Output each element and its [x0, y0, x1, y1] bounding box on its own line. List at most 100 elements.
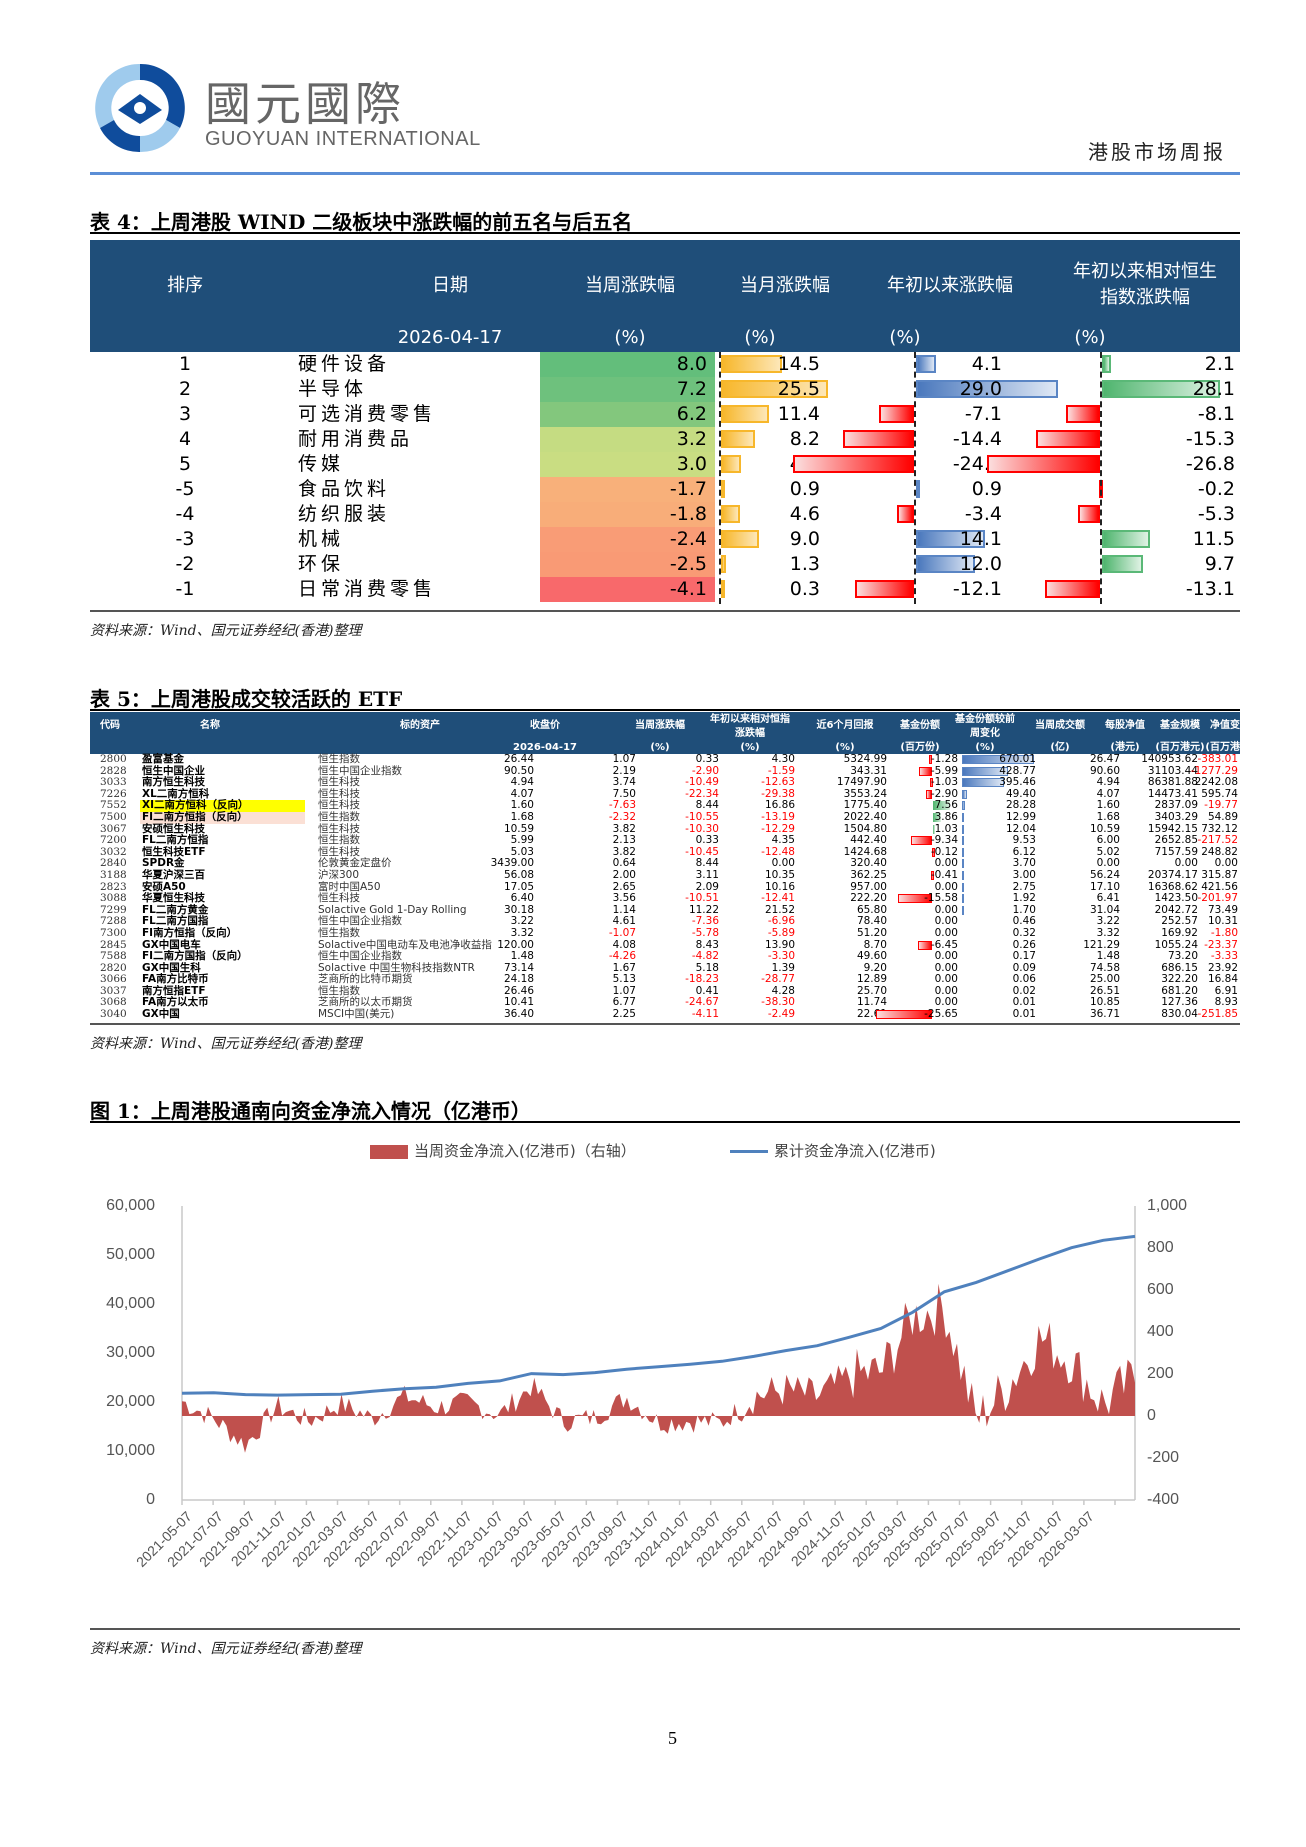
etf-close: 56.08: [503, 868, 534, 881]
sector-name-cell: 传媒: [298, 453, 345, 475]
etf-code: 7200: [100, 834, 127, 847]
etf-name: FA南方比特币: [142, 973, 209, 986]
etf-row: 7200 FL二南方恒指 恒生指数 5.99 2.13 0.33 4.35 442.40 -9.…: [90, 835, 1240, 847]
month-zero-axis: [719, 352, 721, 604]
etf-rel-change: 8.43: [695, 938, 719, 951]
col-m6: 近6个月回报: [816, 720, 874, 731]
table4: 排序 日期 2026-04-17 当周涨跌幅 (%) 当月涨跌幅 (%) 年初以…: [90, 240, 1240, 602]
col-shares: 基金份额: [900, 720, 940, 731]
share-change-databar: [931, 870, 935, 880]
etf-close: 6.40: [510, 892, 534, 905]
rel-change-cell: -15.3: [1185, 428, 1235, 450]
etf-row: 7588 FI二南方国指（反向） 恒生中国企业指数 1.48 -4.26 -4.82 -3.…: [90, 950, 1240, 963]
etf-nav-change: -201.97: [1197, 892, 1238, 905]
col-rel-sub: (%): [740, 742, 760, 753]
legend-line-swatch-icon: [730, 1150, 768, 1153]
etf-underlying: 恒生科技: [318, 787, 360, 800]
etf-share-change: 0.00: [934, 915, 958, 928]
share-change-databar: [931, 847, 935, 857]
etf-code: 3066: [100, 973, 127, 986]
etf-turnover: 2.75: [1012, 880, 1036, 893]
week-change-cell: -1.8: [540, 502, 715, 527]
legend-bar-swatch-icon: [370, 1144, 408, 1159]
etf-underlying: Solactive中国电动车及电池净收益指: [318, 938, 492, 951]
etf-underlying: 恒生指数: [318, 834, 360, 847]
share-change-databar: [897, 894, 932, 904]
rel-change-cell: 11.5: [1192, 528, 1235, 550]
etf-underlying: MSCI中国(美元): [318, 1008, 395, 1021]
etf-code: 7588: [100, 950, 127, 963]
etf-shares: 5324.99: [843, 753, 887, 765]
etf-6m-return: 4.30: [771, 753, 795, 765]
ytd-change-cell: 0.9: [971, 478, 1002, 500]
rel-change-cell: -26.8: [1185, 453, 1235, 475]
etf-close: 73.14: [503, 961, 534, 974]
etf-rel-change: -10.49: [685, 776, 719, 789]
etf-name: 安硕恒生科技: [142, 822, 205, 835]
etf-week-change: 2.19: [612, 764, 636, 777]
etf-rel-change: -24.67: [685, 996, 719, 1009]
turnover-databar: [962, 859, 964, 869]
etf-rel-change: -7.36: [691, 915, 719, 928]
etf-underlying: 恒生科技: [318, 845, 360, 858]
chart-plot-area: [181, 1206, 1136, 1505]
etf-underlying: 恒生中国企业指数: [318, 950, 402, 963]
etf-share-change: 0.00: [934, 973, 958, 986]
etf-rel-change: -4.82: [691, 950, 719, 963]
turnover-databar: [962, 801, 966, 811]
etf-nav: 3.32: [1096, 926, 1120, 939]
etf-row: 7552 XI二南方恒科（反向） 恒生科技 1.60 -7.63 8.44 16.86 177…: [90, 800, 1240, 812]
col-close: 收盘价: [530, 720, 560, 731]
etf-nav: 121.29: [1083, 938, 1120, 951]
ytd-change-cell: -12.1: [952, 578, 1002, 600]
week-change-cell: -2.5: [540, 552, 715, 577]
etf-name: XI二南方恒科（反向）: [140, 800, 305, 812]
southbound-flow-chart: 当周资金净流入(亿港币)（右轴） 累计资金净流入(亿港币) 60,000 50,0…: [90, 1128, 1240, 1628]
etf-row: 2800 盈富基金 恒生指数 26.44 1.07 0.33 4.30 5324.99 -1.2…: [90, 753, 1240, 766]
sector-name-cell: 半导体: [298, 378, 368, 400]
ytd-change-cell: -3.4: [964, 503, 1002, 525]
etf-shares: 957.00: [850, 880, 887, 893]
etf-nav-change: -1277.29: [1190, 764, 1238, 777]
rank-cell: 5: [178, 453, 192, 475]
etf-aum: 20374.17: [1147, 868, 1198, 881]
etf-code: 3033: [100, 776, 127, 789]
etf-nav-change: 8.93: [1214, 996, 1238, 1009]
etf-week-change: 1.07: [612, 753, 636, 765]
etf-rel-change: -10.30: [685, 822, 719, 835]
etf-nav-change: 595.74: [1201, 787, 1238, 800]
etf-row: 3088 华夏恒生科技 恒生科技 6.40 3.56 -10.51 -12.41 222.20…: [90, 893, 1240, 905]
ytd-change-cell: 4.1: [971, 353, 1002, 375]
table-row: 2 半导体 7.2 25.5 29.0 28.1: [90, 377, 1240, 402]
etf-underlying: 富时中国A50: [318, 880, 381, 893]
etf-close: 5.03: [510, 845, 534, 858]
ytd-change-cell: -14.4: [952, 428, 1002, 450]
etf-6m-return: 4.35: [771, 834, 795, 847]
col-code: 代码: [100, 720, 120, 731]
etf-aum: 2042.72: [1154, 903, 1198, 916]
table5-header: 代码 名称 标的资产 收盘价 2026-04-17 当周涨跌幅 (%) 年初以来…: [90, 712, 1255, 754]
etf-turnover: 28.28: [1005, 799, 1036, 812]
logo-english-text: GUOYUAN INTERNATIONAL: [205, 128, 481, 150]
etf-underlying: 沪深300: [318, 868, 360, 881]
month-databar: [721, 580, 725, 598]
etf-turnover: 0.32: [1012, 926, 1036, 939]
logo-chinese-text: 國元國際: [205, 77, 405, 131]
share-change-databar: [929, 755, 933, 764]
etf-nav-change: 6.91: [1214, 984, 1238, 997]
turnover-databar: [962, 836, 964, 846]
etf-week-change: 6.77: [612, 996, 636, 1009]
etf-turnover: 395.46: [999, 776, 1036, 789]
etf-shares: 2022.40: [843, 810, 887, 823]
etf-turnover: 1.92: [1012, 892, 1036, 905]
ytd-change-cell: -7.1: [964, 403, 1002, 425]
turnover-databar: [962, 870, 964, 880]
month-change-cell: 1.3: [789, 553, 820, 575]
etf-row: 3067 安硕恒生科技 恒生科技 10.59 3.82 -10.30 -12.29 1504.…: [90, 822, 1240, 836]
month-change-cell: 14.5: [777, 353, 820, 375]
rank-cell: 1: [178, 353, 192, 375]
etf-shares: 442.40: [850, 834, 887, 847]
etf-name: 华夏恒生科技: [142, 892, 205, 905]
etf-underlying: 芝商所的以太币期货: [318, 996, 413, 1009]
etf-close: 26.44: [503, 753, 534, 765]
